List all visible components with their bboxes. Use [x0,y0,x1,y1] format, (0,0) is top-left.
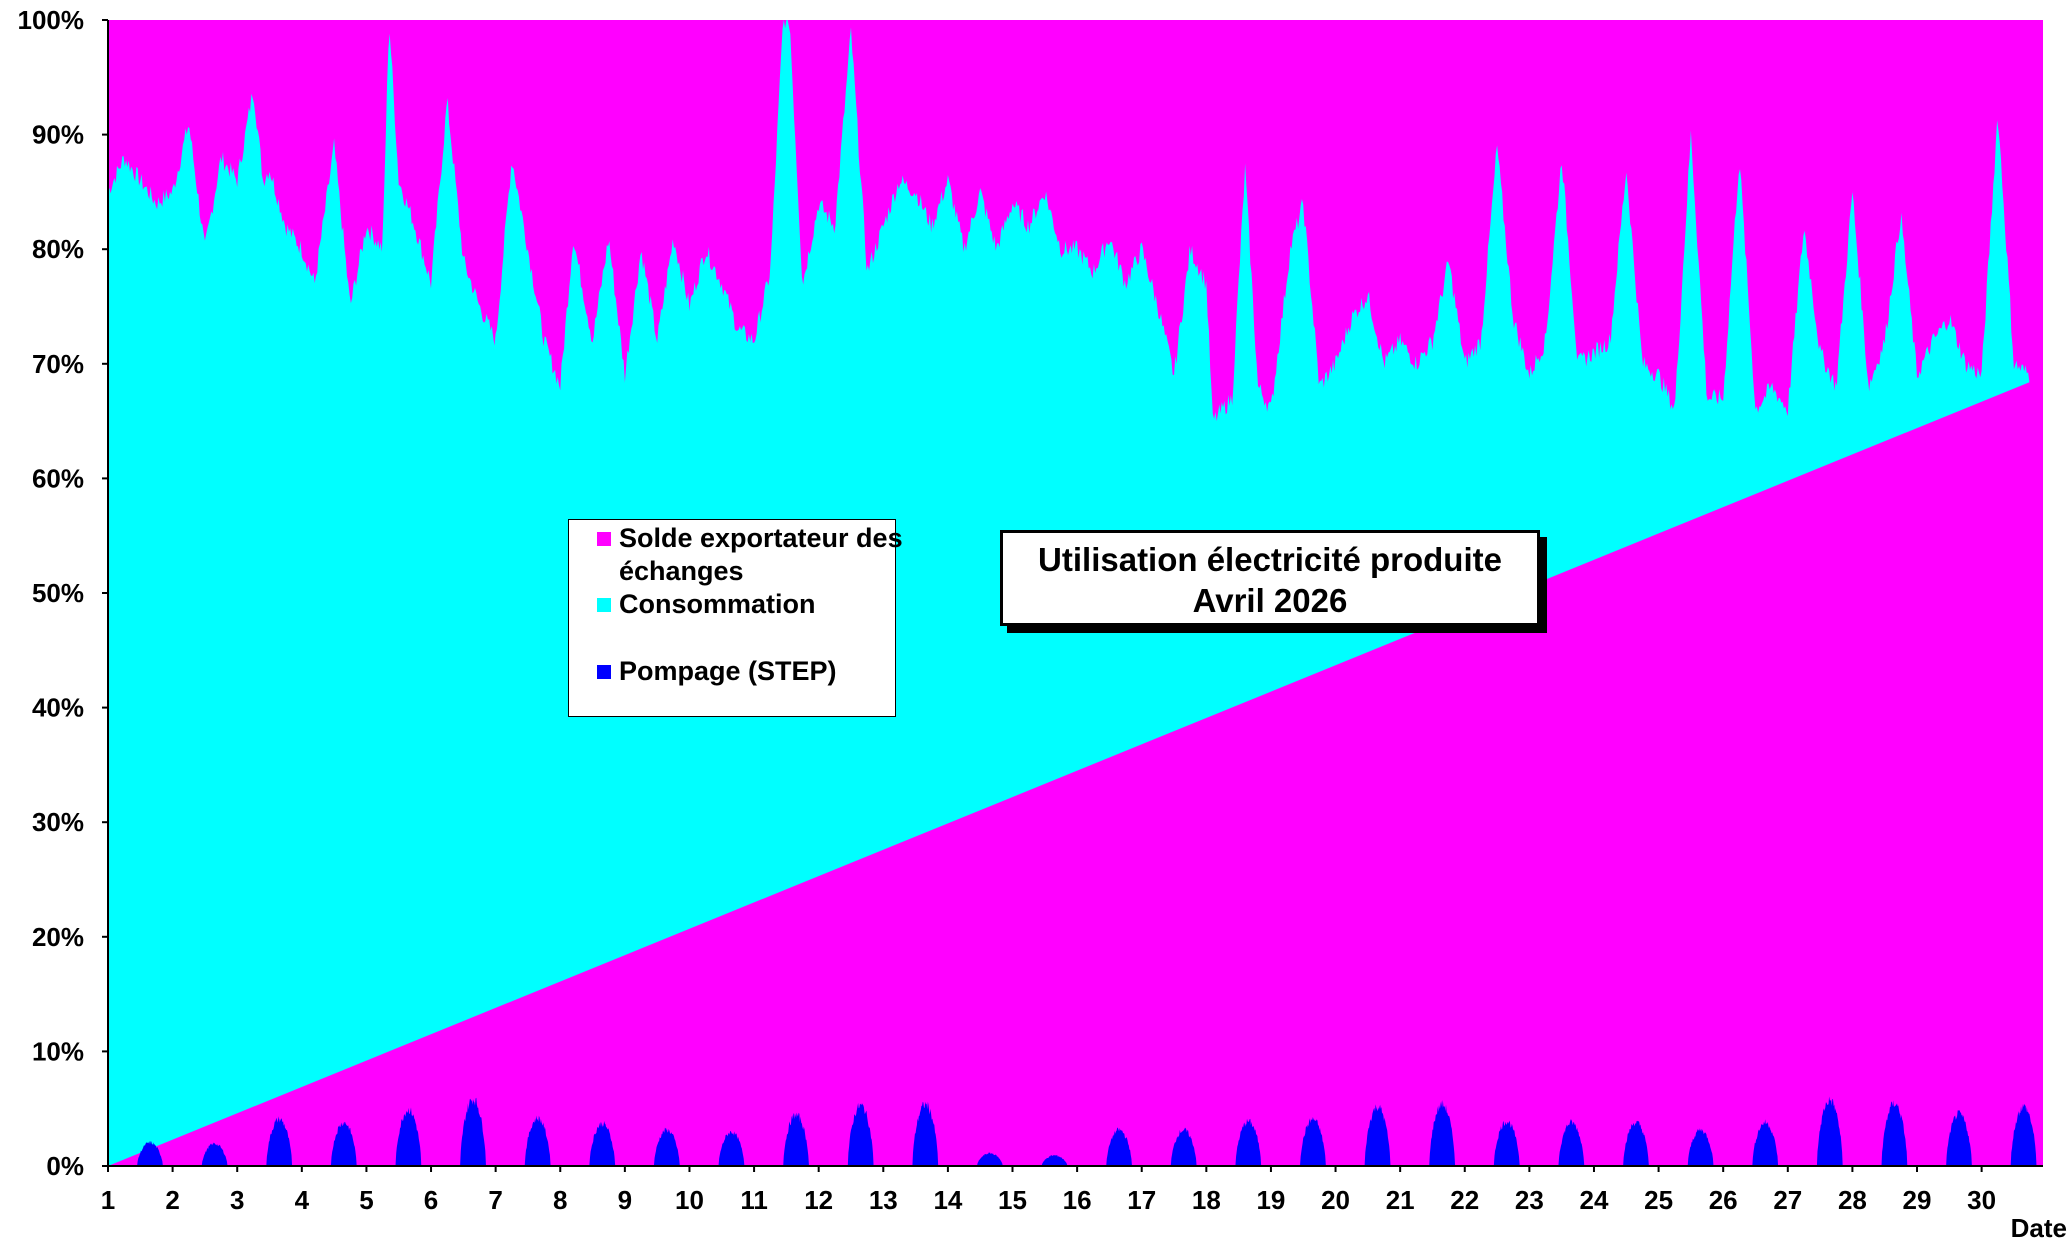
x-tick-label: 15 [998,1185,1027,1215]
legend-label-consommation: Consommation [619,589,816,619]
y-tick-label: 50% [32,578,84,608]
y-tick-label: 70% [32,349,84,379]
y-tick-label: 60% [32,463,84,493]
y-tick-label: 40% [32,693,84,723]
series-area-pompage [108,1096,2043,1166]
y-tick-label: 20% [32,922,84,952]
x-tick-label: 1 [101,1185,115,1215]
y-tick-label: 10% [32,1036,84,1066]
x-tick-label: 26 [1709,1185,1738,1215]
legend-swatch-consommation [597,598,611,612]
legend-label-pompage: Pompage (STEP) [619,656,837,686]
chart-title-box: Utilisation électricité produite Avril 2… [1000,530,1540,626]
y-tick-label: 100% [18,5,85,35]
x-tick-label: 7 [488,1185,502,1215]
x-tick-label: 9 [618,1185,632,1215]
x-tick-label: 4 [295,1185,310,1215]
x-tick-label: 11 [740,1185,768,1215]
x-tick-label: 8 [553,1185,567,1215]
x-tick-label: 3 [230,1185,244,1215]
chart-subtitle: Avril 2026 [1192,582,1348,619]
x-tick-label: 6 [424,1185,438,1215]
y-tick-label: 0% [46,1151,84,1181]
x-tick-label: 28 [1838,1185,1867,1215]
x-tick-label: 30 [1967,1185,1996,1215]
chart-title: Utilisation électricité produite [1038,541,1502,578]
x-tick-label: 18 [1192,1185,1221,1215]
x-tick-label: 25 [1644,1185,1673,1215]
legend-label-solde-exportateur: Solde exportateur des échanges [619,523,903,586]
x-tick-label: 22 [1450,1185,1479,1215]
x-tick-label: 13 [869,1185,898,1215]
x-axis-ticks: 1 2 3 4 5 6 7 8 9 10 11 12 13 14 15 16 17 18 19 20 21 22 23 24 2… [101,1166,1996,1215]
x-axis-label: Date [2011,1213,2067,1242]
y-tick-label: 90% [32,120,84,150]
x-tick-label: 12 [804,1185,833,1215]
x-tick-label: 2 [165,1185,179,1215]
y-axis-ticks: 0% 10% 20% 30% 40% 50% 60% 70% 80% 90% 100% [18,5,108,1181]
y-tick-label: 30% [32,807,84,837]
x-tick-label: 27 [1773,1185,1802,1215]
x-tick-label: 17 [1127,1185,1156,1215]
legend-swatch-solde-exportateur [597,532,611,546]
legend: Solde exportateur des échanges Consommat… [568,519,903,717]
x-tick-label: 20 [1321,1185,1350,1215]
x-tick-label: 16 [1063,1185,1092,1215]
x-tick-label: 5 [359,1185,373,1215]
x-tick-label: 14 [933,1185,962,1215]
legend-swatch-pompage [597,665,611,679]
x-tick-label: 21 [1386,1185,1415,1215]
x-tick-label: 29 [1903,1185,1932,1215]
x-tick-label: 24 [1580,1185,1609,1215]
y-tick-label: 80% [32,234,84,264]
x-tick-label: 19 [1256,1185,1285,1215]
x-tick-label: 23 [1515,1185,1544,1215]
x-tick-label: 10 [675,1185,704,1215]
